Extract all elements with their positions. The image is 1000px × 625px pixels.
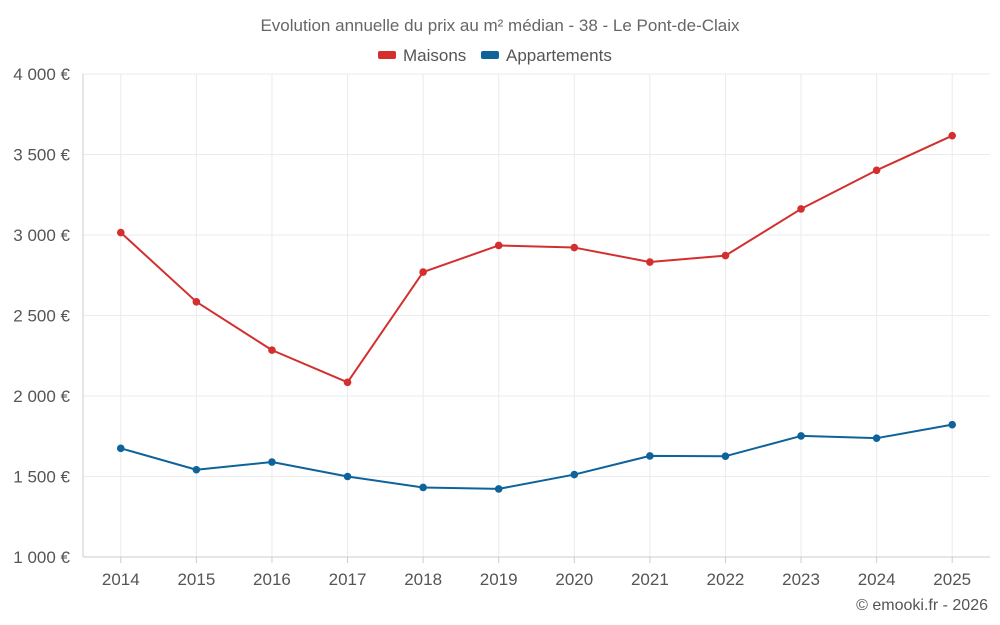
- legend-label-appartements: Appartements: [506, 46, 612, 65]
- series-line-maisons: [120, 134, 953, 384]
- legend-swatch-maisons: [378, 51, 396, 59]
- data-point-maisons[interactable]: [721, 251, 730, 260]
- data-point-maisons[interactable]: [948, 131, 957, 140]
- x-tick-label: 2020: [555, 570, 593, 589]
- y-tick-label: 1 000 €: [13, 548, 70, 567]
- data-point-appartements[interactable]: [797, 432, 805, 440]
- plot-area: [116, 131, 957, 493]
- data-point-maisons[interactable]: [797, 205, 805, 213]
- y-tick-label: 2 000 €: [13, 387, 70, 406]
- data-point-appartements[interactable]: [419, 483, 427, 492]
- data-point-maisons[interactable]: [268, 346, 276, 354]
- x-tick-label: 2015: [177, 570, 215, 589]
- legend-item-appartements[interactable]: Appartements: [481, 46, 612, 65]
- x-tick-label: 2025: [933, 570, 971, 589]
- legend-item-maisons[interactable]: Maisons: [378, 46, 466, 65]
- data-point-appartements[interactable]: [343, 472, 352, 481]
- data-point-maisons[interactable]: [646, 258, 654, 266]
- legend-label-maisons: Maisons: [403, 46, 466, 65]
- data-point-maisons[interactable]: [494, 241, 503, 250]
- series-line-appartements: [120, 423, 953, 490]
- y-tick-label: 2 500 €: [13, 307, 70, 326]
- chart-title: Evolution annuelle du prix au m² médian …: [260, 16, 740, 35]
- x-tick-label: 2016: [253, 570, 291, 589]
- legend[interactable]: Maisons Appartements: [378, 46, 612, 65]
- data-point-appartements[interactable]: [116, 444, 125, 453]
- x-tick-label: 2019: [480, 570, 518, 589]
- grid: [83, 73, 990, 557]
- data-point-appartements[interactable]: [494, 485, 503, 493]
- x-tick-label: 2014: [102, 570, 140, 589]
- axes: 1 000 € 1 500 € 2 000 € 2 500 € 3 000 € 3 500…: [13, 65, 990, 589]
- data-point-maisons[interactable]: [343, 378, 352, 387]
- legend-swatch-appartements: [481, 51, 499, 59]
- data-point-appartements[interactable]: [192, 465, 201, 474]
- x-tick-label: 2021: [631, 570, 669, 589]
- data-point-appartements[interactable]: [646, 452, 654, 460]
- data-point-appartements[interactable]: [268, 458, 276, 466]
- y-tick-label: 3 000 €: [13, 226, 70, 245]
- credit-text: © emooki.fr - 2026: [856, 597, 988, 614]
- y-tick-label: 4 000 €: [13, 65, 70, 84]
- x-tick-label: 2022: [707, 570, 745, 589]
- data-point-appartements[interactable]: [948, 420, 957, 429]
- x-tick-label: 2024: [858, 570, 896, 589]
- data-point-maisons[interactable]: [116, 228, 125, 237]
- x-tick-label: 2023: [782, 570, 820, 589]
- y-tick-label: 3 500 €: [13, 146, 70, 165]
- data-point-appartements[interactable]: [721, 452, 730, 461]
- x-tick-label: 2018: [404, 570, 442, 589]
- y-tick-label: 1 500 €: [13, 468, 70, 487]
- data-point-appartements[interactable]: [570, 470, 579, 479]
- x-tick-label: 2017: [329, 570, 367, 589]
- data-point-maisons[interactable]: [872, 166, 881, 175]
- data-point-appartements[interactable]: [872, 434, 881, 442]
- data-point-maisons[interactable]: [570, 243, 579, 252]
- data-point-maisons[interactable]: [419, 268, 427, 276]
- data-point-maisons[interactable]: [192, 298, 201, 306]
